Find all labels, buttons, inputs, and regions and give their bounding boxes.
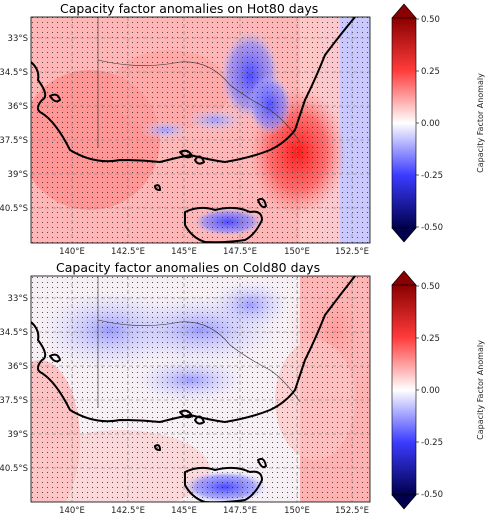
colorbar-2: 0.50 0.25 0.00 -0.25 -0.50 Capacity Fact… <box>391 270 485 510</box>
lat-tick: 40.5°S <box>0 464 28 474</box>
lon-tick: 140°E <box>59 506 85 516</box>
lat-tick: 36°S <box>8 362 28 372</box>
lon-tick: 150°E <box>284 247 310 257</box>
lat-tick: 37.5°S <box>0 136 28 146</box>
panel-title-hot80: Capacity factor anomalies on Hot80 days <box>60 1 319 16</box>
colorbar-tick: -0.25 <box>421 171 443 181</box>
colorbar-tick: 0.50 <box>421 282 440 292</box>
lon-tick: 142.5°E <box>111 506 145 516</box>
lon-tick: 152.5°E <box>335 506 369 516</box>
panel-1-lon-ticks: 140°E 142.5°E 145°E 147.5°E 150°E 152.5°… <box>59 247 369 257</box>
colorbar-gradient <box>391 284 417 496</box>
colorbar-tick: 0.00 <box>421 119 440 129</box>
colorbar-top-arrow <box>391 3 417 19</box>
panel-2-lat-ticks: 33°S 34.5°S 36°S 37.5°S 39°S 40.5°S <box>0 294 28 474</box>
map-panel-hot80 <box>30 16 371 244</box>
colorbar-label: Capacity Factor Anomaly <box>476 340 485 440</box>
colorbar-tick: -0.25 <box>421 438 443 448</box>
lon-tick: 145°E <box>171 506 197 516</box>
lat-tick: 36°S <box>8 102 28 112</box>
map-panel-cold80 <box>30 275 371 503</box>
lon-tick: 152.5°E <box>335 247 369 257</box>
lon-tick: 140°E <box>59 247 85 257</box>
colorbar-tick: 0.25 <box>421 67 440 77</box>
lon-tick: 150°E <box>284 506 310 516</box>
lat-tick: 34.5°S <box>0 68 28 78</box>
colorbar-bottom-arrow <box>391 494 417 510</box>
lon-tick: 147.5°E <box>223 506 257 516</box>
lat-tick: 39°S <box>8 430 28 440</box>
colorbar-1: 0.50 0.25 0.00 -0.25 -0.50 Capacity Fact… <box>391 3 485 243</box>
panel-2-lon-ticks: 140°E 142.5°E 145°E 147.5°E 150°E 152.5°… <box>59 506 369 516</box>
colorbar-gradient <box>391 17 417 229</box>
colorbar-bottom-arrow <box>391 227 417 243</box>
colorbar-tick: -0.50 <box>421 223 443 233</box>
colorbar-top-arrow <box>391 270 417 286</box>
lat-tick: 40.5°S <box>0 204 28 214</box>
lat-tick: 33°S <box>8 34 28 44</box>
colorbar-label: Capacity Factor Anomaly <box>476 73 485 173</box>
panel-title-cold80: Capacity factor anomalies on Cold80 days <box>56 260 321 275</box>
lat-tick: 39°S <box>8 170 28 180</box>
colorbar-tick: -0.50 <box>421 490 443 500</box>
colorbar-tick: 0.25 <box>421 334 440 344</box>
panel-1-lat-ticks: 33°S 34.5°S 36°S 37.5°S 39°S 40.5°S <box>0 34 28 214</box>
lat-tick: 37.5°S <box>0 396 28 406</box>
lat-tick: 34.5°S <box>0 328 28 338</box>
lon-tick: 147.5°E <box>223 247 257 257</box>
colorbar-tick: 0.50 <box>421 15 440 25</box>
lon-tick: 145°E <box>171 247 197 257</box>
colorbar-tick: 0.00 <box>421 386 440 396</box>
lon-tick: 142.5°E <box>111 247 145 257</box>
lat-tick: 33°S <box>8 294 28 304</box>
